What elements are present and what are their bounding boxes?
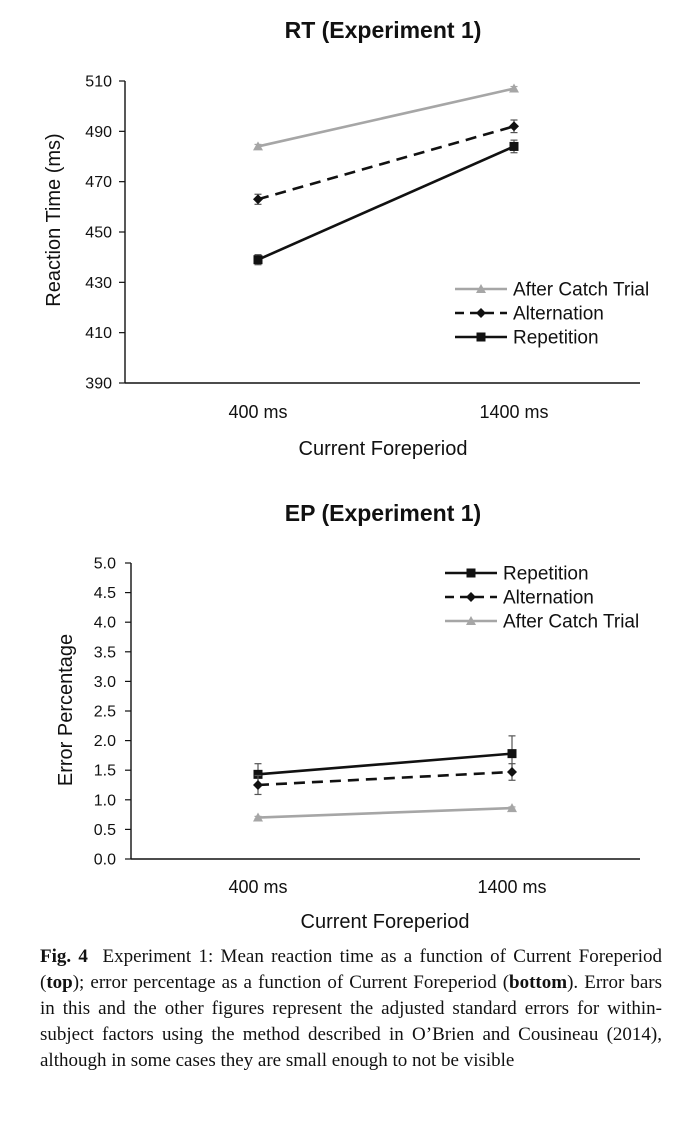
ep-legend-marker-alternation [466,592,476,602]
ep-x-tick-label: 1400 ms [477,877,546,897]
rt-point-after-catch-trial [253,141,263,151]
figure-caption: Fig. 4 Experiment 1: Mean reaction time … [40,944,662,1074]
caption-text-2: ); error percentage as a function of Cur… [72,972,510,993]
ep-series-line-repetition [257,752,513,776]
rt-y-axis-label: Reaction Time (ms) [43,133,65,306]
rt-legend-label-after-catch-trial: After Catch Trial [513,280,649,301]
ep-y-tick-label: 1.5 [94,763,116,780]
ep-legend-label-alternation: Alternation [503,588,594,609]
ep-point-alternation [507,766,517,777]
caption-fig-label: Fig. 4 [40,946,88,967]
rt-series-line-alternation [257,125,515,201]
rt-point-alternation [509,121,519,132]
rt-y-tick-label: 410 [85,325,112,342]
ep-series-line-alternation [257,770,513,787]
ep-point-repetition [507,749,517,759]
ep-legend-marker-after-catch-trial [466,616,476,625]
ep-y-tick-label: 0.0 [94,852,116,869]
rt-y-tick-label: 390 [85,376,112,393]
rt-chart-title: RT (Experiment 1) [285,17,482,43]
ep-x-tick-label: 400 ms [228,877,287,897]
rt-point-alternation [253,194,263,205]
rt-legend-marker-alternation [476,308,486,318]
ep-y-tick-label: 4.5 [94,585,116,602]
ep-x-axis-label: Current Foreperiod [301,911,470,933]
rt-chart: RT (Experiment 1) Current Foreperiod Rea… [43,17,649,460]
rt-point-repetition [253,255,263,265]
ep-y-tick-label: 0.5 [94,822,116,839]
ep-y-tick-label: 5.0 [94,556,116,573]
caption-bold-top: top [46,972,73,993]
rt-x-axis-label: Current Foreperiod [299,438,468,460]
ep-legend-label-after-catch-trial: After Catch Trial [503,612,639,633]
caption-text-1: Experiment 1: Mean reaction time as a fu… [40,946,662,993]
ep-y-tick-label: 3.0 [94,674,116,691]
rt-y-tick-label: 470 [85,174,112,191]
rt-legend-label-repetition: Repetition [513,328,599,349]
figure-canvas: RT (Experiment 1) Current Foreperiod Rea… [43,17,649,933]
rt-y-tick-label: 490 [85,124,112,141]
ep-point-repetition [253,769,263,779]
caption-text-3: ). Error bars in this and the other figu… [40,972,662,1071]
rt-legend-label-alternation: Alternation [513,304,604,325]
rt-point-after-catch-trial [509,83,519,93]
rt-y-tick-label: 510 [85,74,112,91]
ep-y-axis-label: Error Percentage [55,634,77,786]
ep-point-after-catch-trial [507,803,517,813]
ep-y-tick-label: 2.5 [94,704,116,721]
rt-legend-marker-after-catch-trial [476,284,486,293]
ep-point-after-catch-trial [253,812,263,822]
ep-y-tick-label: 4.0 [94,615,116,632]
rt-x-tick-label: 1400 ms [479,402,548,422]
rt-legend-marker-repetition [476,332,486,342]
rt-series-line-after-catch-trial [257,87,515,148]
ep-y-tick-label: 1.0 [94,792,116,809]
ep-point-alternation [253,780,263,790]
ep-series-line-after-catch-trial [257,806,513,819]
ep-y-tick-label: 3.5 [94,644,116,661]
rt-series-line-repetition [257,145,515,261]
rt-x-tick-label: 400 ms [228,402,287,422]
ep-legend-marker-repetition [466,568,476,578]
caption-bold-bottom: bottom [509,972,568,993]
ep-chart-title: EP (Experiment 1) [285,500,481,526]
rt-y-tick-label: 430 [85,275,112,292]
ep-y-tick-label: 2.0 [94,733,116,750]
ep-legend-label-repetition: Repetition [503,564,589,585]
rt-y-tick-label: 450 [85,225,112,242]
rt-point-repetition [509,141,519,151]
ep-chart: EP (Experiment 1) Current Foreperiod Err… [55,500,640,933]
